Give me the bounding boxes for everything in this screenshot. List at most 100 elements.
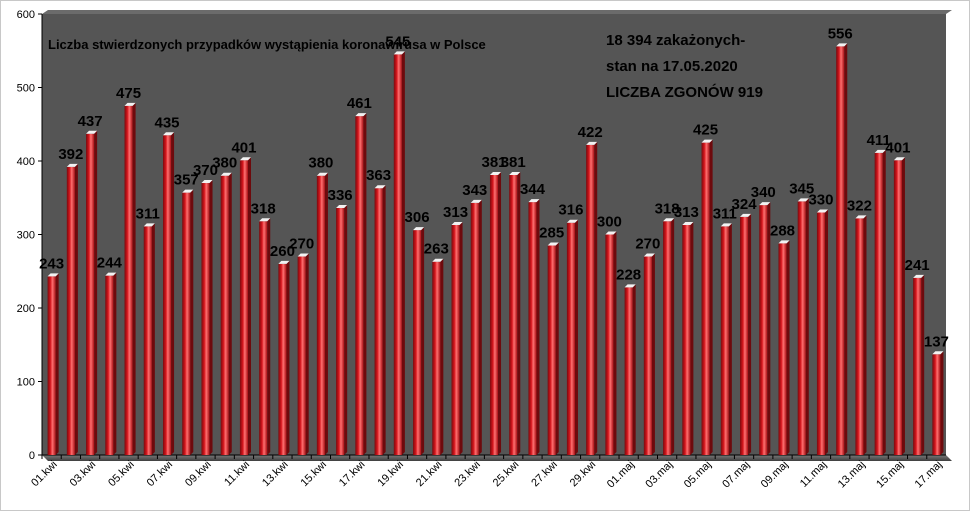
bar-top bbox=[470, 199, 482, 203]
bar-top bbox=[47, 273, 59, 277]
chart-title: Liczba stwierdzonych przypadków wystąpie… bbox=[48, 37, 486, 52]
bar bbox=[740, 216, 749, 455]
bar bbox=[259, 221, 268, 455]
bar-top bbox=[451, 221, 463, 225]
bar-top bbox=[932, 351, 944, 355]
bar-side bbox=[901, 157, 905, 455]
bar bbox=[374, 188, 383, 455]
bar bbox=[393, 54, 402, 456]
bar-side bbox=[94, 130, 98, 455]
bar bbox=[720, 226, 729, 455]
bar-side bbox=[671, 218, 675, 455]
bar-top bbox=[682, 221, 694, 225]
bar-top bbox=[66, 163, 78, 167]
bar bbox=[566, 222, 575, 455]
value-label: 344 bbox=[520, 181, 546, 198]
bar bbox=[182, 192, 191, 456]
bar-top bbox=[336, 205, 348, 209]
bar-side bbox=[421, 227, 425, 455]
bar-top bbox=[220, 172, 232, 176]
value-label: 381 bbox=[481, 154, 506, 171]
bar-side bbox=[940, 351, 944, 455]
y-axis: 0 100 200 300 400 500 600 bbox=[17, 9, 43, 462]
bar-side bbox=[113, 272, 117, 455]
bar-side bbox=[382, 185, 386, 455]
bar-side bbox=[228, 172, 232, 455]
bar-top bbox=[509, 171, 521, 175]
y-tick-label: 300 bbox=[17, 230, 35, 242]
bar-top bbox=[182, 189, 194, 193]
bar-top bbox=[778, 240, 790, 244]
bar-top bbox=[355, 113, 367, 117]
value-label: 300 bbox=[597, 214, 622, 231]
bar bbox=[355, 116, 364, 455]
y-tick-label: 400 bbox=[17, 156, 35, 168]
bar bbox=[528, 202, 537, 455]
value-label: 381 bbox=[501, 154, 526, 171]
value-label: 318 bbox=[655, 200, 680, 217]
bar bbox=[220, 175, 229, 455]
bar-top bbox=[740, 213, 752, 217]
bar bbox=[162, 135, 172, 455]
plot-floor bbox=[42, 455, 952, 461]
bar-top bbox=[105, 272, 117, 276]
bar-side bbox=[478, 199, 482, 455]
bar-side bbox=[190, 189, 194, 456]
bar-side bbox=[305, 253, 309, 455]
value-label: 311 bbox=[136, 205, 160, 222]
value-label: 285 bbox=[539, 225, 564, 242]
bar-top bbox=[239, 157, 251, 161]
value-label: 137 bbox=[924, 333, 949, 350]
value-label: 311 bbox=[713, 205, 737, 222]
bar bbox=[143, 226, 152, 455]
value-label: 556 bbox=[828, 25, 853, 42]
y-tick-label: 0 bbox=[29, 450, 35, 462]
bar-top bbox=[489, 171, 502, 175]
bar-side bbox=[344, 205, 348, 455]
bar bbox=[797, 201, 806, 455]
bar-side bbox=[555, 242, 559, 455]
deaths-annotation: LICZBA ZGONÓW 919 bbox=[606, 83, 763, 101]
bar-top bbox=[143, 223, 155, 227]
bar bbox=[816, 212, 826, 455]
bar-top bbox=[547, 242, 559, 246]
bar bbox=[701, 142, 710, 455]
bar bbox=[336, 208, 345, 455]
value-label: 357 bbox=[174, 172, 199, 189]
bar-side bbox=[651, 253, 655, 455]
bar-side bbox=[286, 260, 290, 455]
value-label: 411 bbox=[867, 132, 891, 149]
bars bbox=[47, 43, 944, 456]
bar-top bbox=[836, 43, 848, 47]
plot-top-edge bbox=[42, 10, 952, 14]
bar-side bbox=[844, 43, 848, 456]
bar bbox=[605, 234, 614, 455]
value-label: 270 bbox=[635, 236, 660, 253]
bar-side bbox=[594, 141, 598, 455]
y-tick-label: 600 bbox=[17, 9, 35, 21]
value-labels: 2433924372444753114353573703804013182602… bbox=[39, 25, 949, 350]
value-label: 340 bbox=[751, 184, 776, 201]
value-label: 435 bbox=[155, 114, 180, 131]
bar-top bbox=[124, 102, 136, 106]
bar-side bbox=[690, 221, 694, 455]
bar-top bbox=[874, 149, 886, 153]
bar bbox=[278, 263, 287, 455]
value-label: 363 bbox=[366, 167, 391, 184]
y-tick-label: 100 bbox=[17, 377, 35, 389]
bar-side bbox=[171, 132, 175, 455]
value-label: 336 bbox=[328, 187, 353, 204]
y-tick-label: 500 bbox=[17, 83, 35, 95]
y-tick-label: 200 bbox=[17, 303, 35, 315]
bar bbox=[874, 152, 883, 456]
value-label: 313 bbox=[674, 204, 699, 221]
bar bbox=[932, 354, 941, 455]
date-annotation: stan na 17.05.2020 bbox=[606, 58, 738, 75]
value-label: 370 bbox=[193, 162, 218, 179]
bar bbox=[624, 287, 633, 455]
value-label: 241 bbox=[905, 257, 930, 274]
value-label: 244 bbox=[97, 255, 123, 272]
bar-top bbox=[278, 260, 290, 264]
bar-top bbox=[316, 172, 328, 176]
bar bbox=[682, 224, 691, 455]
